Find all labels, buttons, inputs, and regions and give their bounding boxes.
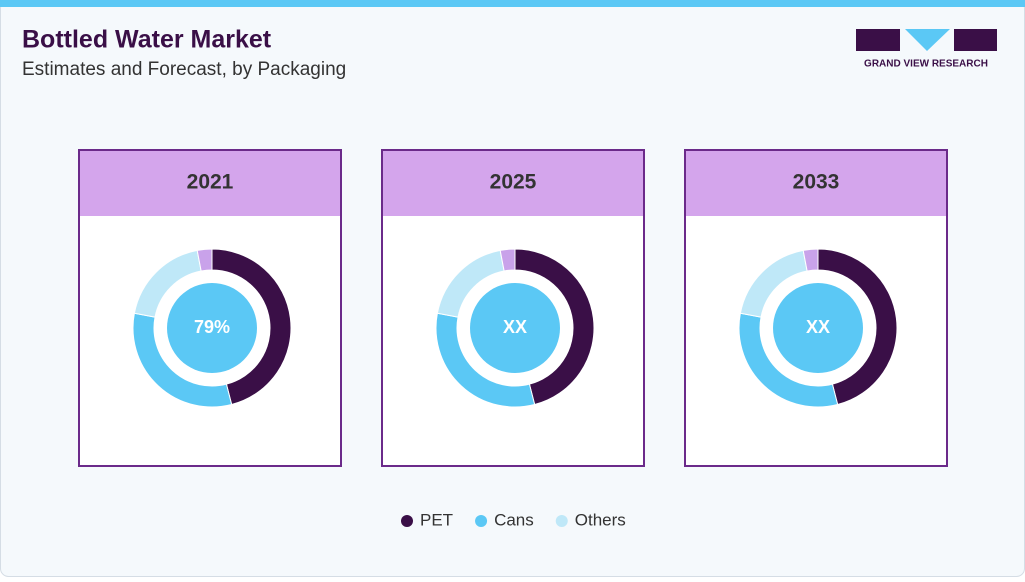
legend-marker bbox=[401, 515, 413, 527]
donut-segment bbox=[499, 248, 516, 272]
logo-v bbox=[905, 29, 950, 51]
legend-marker bbox=[555, 515, 568, 527]
panel-header bbox=[80, 151, 340, 216]
logo: GRAND VIEW RESEARCH bbox=[856, 29, 997, 70]
center-circle bbox=[167, 283, 257, 373]
legend-label: Others bbox=[575, 510, 626, 529]
panel-header bbox=[686, 151, 946, 216]
logo-g bbox=[856, 29, 900, 51]
panel-header bbox=[383, 151, 643, 216]
panel-title: 2021 bbox=[187, 171, 234, 194]
center-circle bbox=[773, 283, 863, 373]
panel-title: 2033 bbox=[793, 171, 840, 194]
center-label: XX bbox=[806, 317, 830, 337]
legend-label: PET bbox=[420, 510, 453, 529]
legend-marker bbox=[475, 515, 488, 527]
legend-label: Cans bbox=[494, 510, 534, 529]
logo-text: GRAND VIEW RESEARCH bbox=[864, 59, 988, 70]
center-circle bbox=[470, 283, 560, 373]
center-label: 79% bbox=[194, 317, 230, 337]
donut-segment bbox=[802, 248, 819, 272]
subtitle: Estimates and Forecast, by Packaging bbox=[22, 59, 346, 80]
title: Bottled Water Market bbox=[22, 26, 272, 54]
center-label: XX bbox=[503, 317, 527, 337]
top-bar bbox=[0, 0, 1025, 7]
panel-title: 2025 bbox=[490, 171, 537, 194]
logo-r bbox=[954, 29, 997, 51]
donut-segment bbox=[196, 248, 213, 272]
